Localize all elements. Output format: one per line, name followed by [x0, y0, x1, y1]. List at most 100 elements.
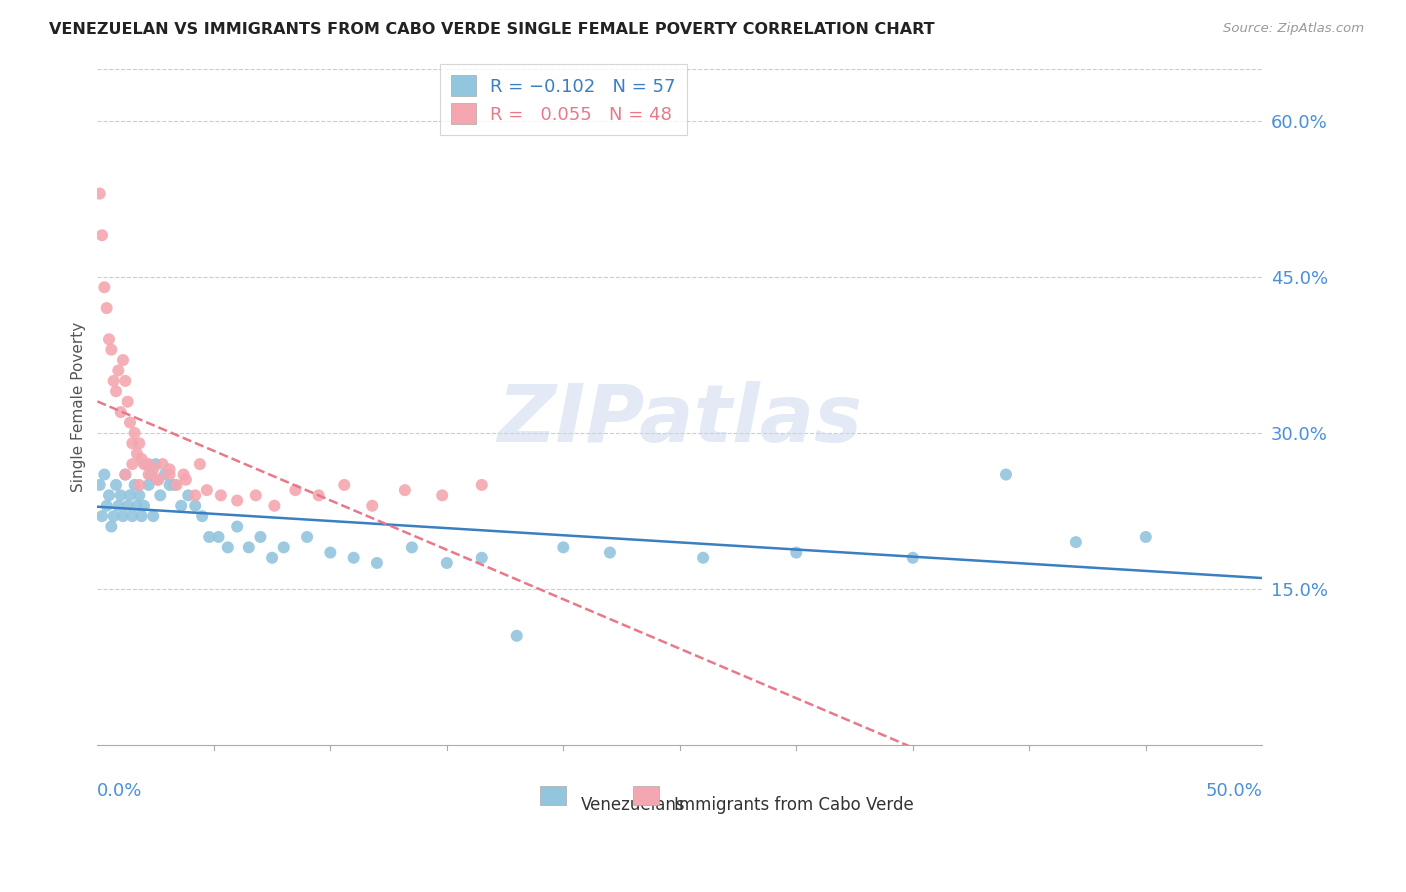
Text: 0.0%: 0.0%	[97, 782, 143, 800]
Point	[198, 530, 221, 544]
Point	[104, 384, 127, 399]
Point	[245, 488, 267, 502]
Point	[131, 509, 153, 524]
Point	[153, 467, 176, 482]
Text: Venezuelans: Venezuelans	[581, 796, 685, 814]
Point	[343, 550, 366, 565]
Point	[103, 509, 125, 524]
Point	[110, 405, 132, 419]
Point	[96, 301, 118, 315]
Text: VENEZUELAN VS IMMIGRANTS FROM CABO VERDE SINGLE FEMALE POVERTY CORRELATION CHART: VENEZUELAN VS IMMIGRANTS FROM CABO VERDE…	[49, 22, 935, 37]
Point	[135, 457, 157, 471]
Point	[93, 280, 115, 294]
Point	[121, 509, 143, 524]
Point	[128, 488, 150, 502]
Point	[333, 478, 356, 492]
Point	[430, 488, 453, 502]
Point	[124, 425, 146, 440]
Point	[366, 556, 388, 570]
Point	[207, 530, 229, 544]
Point	[319, 545, 342, 559]
Point	[114, 374, 136, 388]
Point	[692, 550, 714, 565]
Point	[98, 332, 121, 346]
Point	[100, 343, 122, 357]
Point	[138, 478, 160, 492]
Point	[785, 545, 807, 559]
FancyBboxPatch shape	[540, 786, 565, 805]
Point	[471, 478, 494, 492]
Point	[284, 483, 307, 497]
Point	[901, 550, 924, 565]
Point	[121, 436, 143, 450]
Point	[114, 467, 136, 482]
Point	[159, 462, 181, 476]
Point	[91, 509, 114, 524]
Point	[131, 451, 153, 466]
Point	[195, 483, 218, 497]
Point	[263, 499, 285, 513]
Point	[177, 488, 200, 502]
Point	[506, 629, 529, 643]
Point	[132, 457, 155, 471]
Text: 50.0%: 50.0%	[1205, 782, 1263, 800]
Point	[188, 457, 211, 471]
Point	[1135, 530, 1157, 544]
Point	[471, 550, 494, 565]
Point	[138, 467, 160, 482]
Y-axis label: Single Female Poverty: Single Female Poverty	[72, 322, 86, 492]
Point	[117, 394, 139, 409]
Text: Source: ZipAtlas.com: Source: ZipAtlas.com	[1223, 22, 1364, 36]
Point	[184, 499, 207, 513]
Point	[142, 462, 165, 476]
Point	[111, 353, 134, 368]
Point	[394, 483, 416, 497]
Point	[103, 374, 125, 388]
Point	[114, 467, 136, 482]
Point	[91, 228, 114, 243]
Point	[159, 478, 181, 492]
Point	[401, 541, 423, 555]
Point	[139, 467, 162, 482]
Point	[308, 488, 330, 502]
Point	[107, 363, 129, 377]
Point	[170, 499, 193, 513]
Point	[128, 478, 150, 492]
Point	[238, 541, 260, 555]
Point	[166, 478, 188, 492]
Point	[184, 488, 207, 502]
Point	[209, 488, 232, 502]
Point	[100, 519, 122, 533]
Point	[118, 488, 141, 502]
Point	[125, 499, 148, 513]
Point	[142, 509, 165, 524]
Point	[174, 473, 197, 487]
Point	[104, 478, 127, 492]
Point	[93, 467, 115, 482]
Point	[226, 519, 249, 533]
Text: Immigrants from Cabo Verde: Immigrants from Cabo Verde	[673, 796, 914, 814]
Point	[117, 499, 139, 513]
Point	[89, 186, 111, 201]
Point	[146, 473, 169, 487]
Point	[163, 478, 186, 492]
Point	[295, 530, 318, 544]
Point	[361, 499, 384, 513]
Point	[89, 478, 111, 492]
Point	[599, 545, 621, 559]
Point	[124, 478, 146, 492]
Point	[138, 457, 160, 471]
Point	[149, 488, 172, 502]
Point	[262, 550, 284, 565]
Point	[128, 436, 150, 450]
Point	[152, 457, 174, 471]
Point	[994, 467, 1017, 482]
Point	[249, 530, 271, 544]
Text: ZIPatlas: ZIPatlas	[498, 382, 862, 459]
Point	[107, 499, 129, 513]
Point	[553, 541, 575, 555]
Point	[111, 509, 134, 524]
Point	[436, 556, 458, 570]
Point	[217, 541, 239, 555]
Point	[132, 499, 155, 513]
